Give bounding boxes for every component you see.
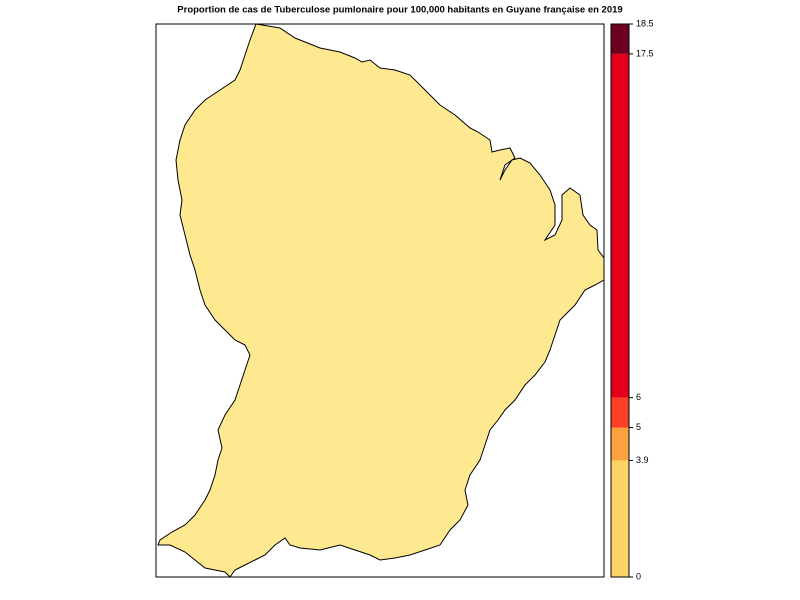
legend-bin <box>611 460 629 577</box>
legend-bin <box>611 24 629 54</box>
legend-bin <box>611 427 629 461</box>
legend-bin <box>611 53 629 398</box>
legend-tick-label: 5 <box>636 422 641 432</box>
legend: 0 3.9 5 6 17.5 18.5 <box>610 18 654 581</box>
map-title: Proportion de cas de Tuberculose pumlona… <box>177 5 622 16</box>
legend-tick-label: 3.9 <box>636 455 649 465</box>
legend-tick-label: 0 <box>636 571 641 581</box>
guyane-region <box>157 23 605 578</box>
legend-tick-label: 17.5 <box>636 48 654 58</box>
legend-tick-label: 18.5 <box>636 18 654 28</box>
legend-frame <box>610 23 630 578</box>
map-frame <box>155 23 605 578</box>
legend-tick-label: 6 <box>636 392 641 402</box>
legend-bin <box>611 397 629 428</box>
